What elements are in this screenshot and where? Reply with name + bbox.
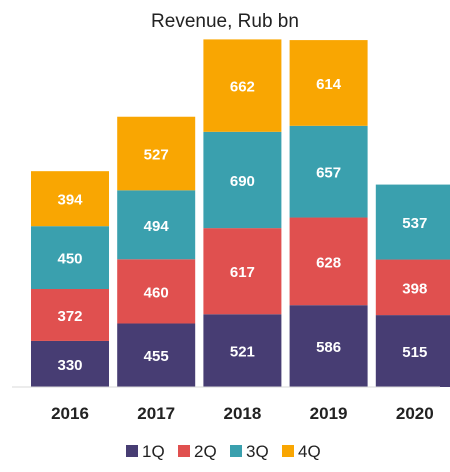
legend-swatch-3Q [230, 445, 242, 457]
value-label-2017-3Q: 494 [144, 218, 170, 235]
legend-label-4Q: 4Q [298, 442, 321, 461]
bar-2020-3Q [375, 184, 450, 260]
value-label-2019-4Q: 614 [316, 76, 342, 93]
value-label-2020-3Q: 537 [402, 215, 427, 232]
bar-2018-1Q [203, 314, 282, 387]
bar-2016-1Q [31, 340, 109, 387]
x-tick-label-2017: 2017 [137, 404, 175, 423]
bar-2019-3Q [289, 125, 368, 218]
bar-2019-2Q [289, 217, 368, 306]
bar-2016-3Q [31, 226, 109, 290]
value-label-2016-3Q: 450 [57, 251, 82, 268]
legend: 1Q 2Q 3Q 4Q [126, 442, 321, 461]
bar-2019-4Q [289, 40, 368, 126]
chart-title: Revenue, Rub bn [151, 11, 299, 32]
x-axis-labels: 2016 2017 2018 2019 2020 [51, 404, 434, 423]
x-tick-label-2018: 2018 [223, 404, 261, 423]
legend-swatch-1Q [126, 445, 138, 457]
bar-2018-3Q [203, 131, 282, 229]
value-label-2018-3Q: 690 [230, 173, 255, 190]
legend-label-1Q: 1Q [142, 442, 165, 461]
value-label-2018-4Q: 662 [230, 79, 255, 96]
bar-2018-2Q [203, 228, 282, 315]
bar-2020-2Q [375, 259, 450, 316]
bar-2017-1Q [117, 323, 196, 387]
legend-label-2Q: 2Q [194, 442, 217, 461]
x-tick-label-2020: 2020 [396, 404, 434, 423]
value-label-2019-1Q: 586 [316, 339, 341, 356]
value-label-2018-1Q: 521 [230, 344, 255, 361]
x-tick-label-2019: 2019 [310, 404, 348, 423]
value-label-2019-3Q: 657 [316, 165, 341, 182]
bar-2017-4Q [117, 116, 196, 191]
value-label-2019-2Q: 628 [316, 254, 341, 271]
legend-swatch-2Q [178, 445, 190, 457]
bar-2017-2Q [117, 259, 196, 324]
value-label-2020-2Q: 398 [402, 280, 427, 297]
bar-2017-3Q [117, 190, 196, 260]
bar-2018-4Q [203, 39, 282, 132]
legend-label-3Q: 3Q [246, 442, 269, 461]
legend-swatch-4Q [282, 445, 294, 457]
bar-2016-2Q [31, 289, 109, 341]
value-label-2020-1Q: 515 [402, 344, 427, 361]
bar-2016-4Q [31, 171, 109, 227]
x-tick-label-2016: 2016 [51, 404, 89, 423]
value-label-2016-1Q: 330 [57, 357, 82, 374]
value-label-2017-4Q: 527 [144, 147, 169, 164]
value-label-2017-1Q: 455 [144, 348, 169, 365]
value-label-2016-2Q: 372 [57, 308, 82, 325]
bar-2020-1Q [375, 315, 450, 387]
value-label-2017-2Q: 460 [144, 284, 169, 301]
bars-group: 330 372 450 394 455 460 494 527 521 617 690 662 586 6… [31, 39, 450, 387]
value-label-2016-4Q: 394 [57, 192, 83, 209]
value-label-2018-2Q: 617 [230, 264, 255, 281]
bar-2019-1Q [289, 305, 368, 387]
